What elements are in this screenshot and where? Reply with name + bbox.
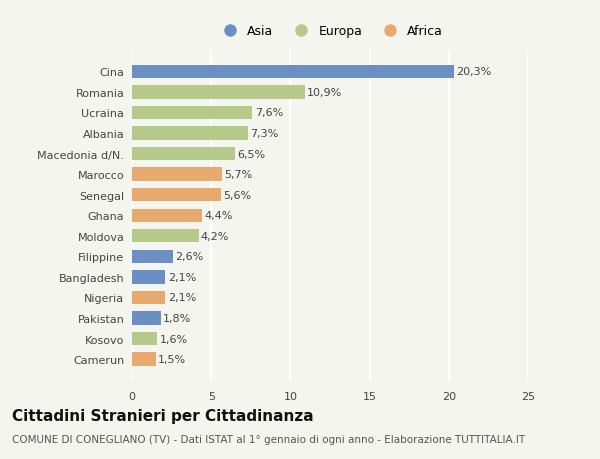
Text: 7,3%: 7,3% <box>250 129 278 139</box>
Text: 4,4%: 4,4% <box>204 211 232 221</box>
Text: 2,1%: 2,1% <box>167 293 196 303</box>
Bar <box>132 189 221 202</box>
Bar <box>132 147 235 161</box>
Text: 6,5%: 6,5% <box>238 149 265 159</box>
Bar <box>132 209 202 223</box>
Text: COMUNE DI CONEGLIANO (TV) - Dati ISTAT al 1° gennaio di ogni anno - Elaborazione: COMUNE DI CONEGLIANO (TV) - Dati ISTAT a… <box>12 434 525 444</box>
Text: 5,7%: 5,7% <box>224 170 253 180</box>
Bar <box>132 86 305 99</box>
Text: 5,6%: 5,6% <box>223 190 251 200</box>
Text: Cittadini Stranieri per Cittadinanza: Cittadini Stranieri per Cittadinanza <box>12 409 314 424</box>
Bar <box>132 127 248 140</box>
Bar <box>132 353 156 366</box>
Bar <box>132 168 222 181</box>
Legend: Asia, Europa, Africa: Asia, Europa, Africa <box>212 20 448 43</box>
Text: 4,2%: 4,2% <box>201 231 229 241</box>
Bar <box>132 250 173 263</box>
Text: 2,6%: 2,6% <box>176 252 204 262</box>
Bar <box>132 66 454 79</box>
Text: 20,3%: 20,3% <box>456 67 491 77</box>
Text: 7,6%: 7,6% <box>255 108 283 118</box>
Text: 2,1%: 2,1% <box>167 272 196 282</box>
Text: 1,6%: 1,6% <box>160 334 188 344</box>
Text: 1,8%: 1,8% <box>163 313 191 323</box>
Bar <box>132 312 161 325</box>
Bar <box>132 291 165 304</box>
Text: 10,9%: 10,9% <box>307 88 342 98</box>
Bar <box>132 271 165 284</box>
Bar <box>132 332 157 346</box>
Bar <box>132 230 199 243</box>
Text: 1,5%: 1,5% <box>158 354 186 364</box>
Bar <box>132 106 253 120</box>
